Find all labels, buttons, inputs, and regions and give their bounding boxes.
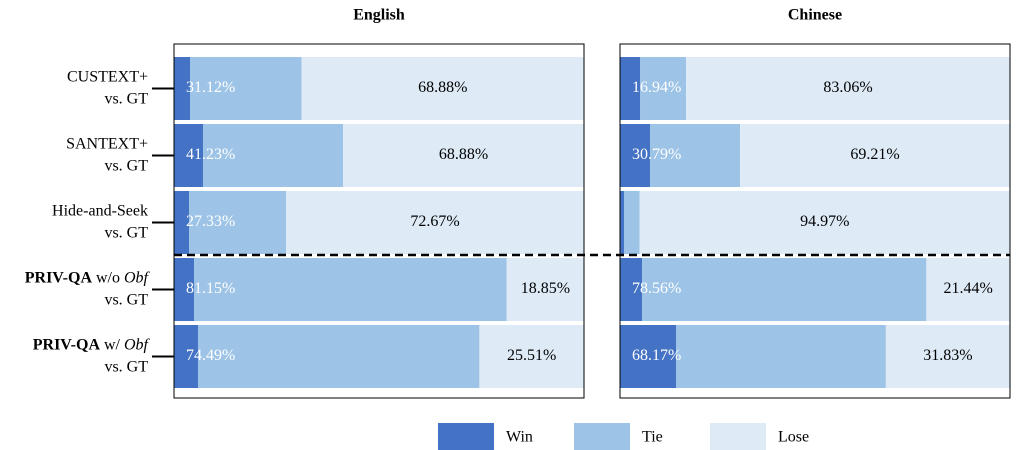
y-tick-label: CUSTEXT+ bbox=[67, 68, 148, 85]
outer-label: 69.21% bbox=[850, 146, 899, 163]
bar-segment bbox=[197, 325, 480, 388]
panel-frame bbox=[173, 43, 585, 399]
inner-label: 81.15% bbox=[186, 280, 235, 297]
label-run: w/ bbox=[100, 336, 124, 353]
y-tick-label: vs. GT bbox=[104, 224, 148, 241]
label-run: SANTEXT+ bbox=[66, 135, 148, 152]
bar-segment bbox=[620, 191, 625, 254]
y-tick-label: Hide-and-Seek bbox=[52, 202, 148, 219]
bar-segment bbox=[286, 191, 584, 254]
y-tick-label: vs. GT bbox=[104, 157, 148, 174]
label-run: PRIV-QA bbox=[33, 336, 101, 353]
bar-segment bbox=[343, 124, 584, 187]
bar-segment bbox=[202, 124, 344, 187]
bar-segment bbox=[174, 57, 190, 120]
panel-frame bbox=[619, 43, 1011, 399]
inner-label: 16.94% bbox=[632, 79, 681, 96]
y-tick-label: vs. GT bbox=[104, 358, 148, 375]
bar-segment bbox=[620, 325, 677, 388]
inner-label: 74.49% bbox=[186, 347, 235, 364]
inner-label: 31.12% bbox=[186, 79, 235, 96]
inner-label: 68.17% bbox=[632, 347, 681, 364]
bar-segment bbox=[639, 191, 1010, 254]
bar-segment bbox=[624, 191, 640, 254]
label-run: w/o bbox=[92, 269, 124, 286]
bar-segment bbox=[174, 325, 198, 388]
label-run: vs. GT bbox=[104, 291, 148, 308]
outer-label: 31.83% bbox=[923, 347, 972, 364]
label-run: Hide-and-Seek bbox=[52, 202, 148, 219]
bar-segment bbox=[740, 124, 1010, 187]
y-tick-label: PRIV-QA w/o Obf bbox=[25, 269, 151, 286]
outer-label: 21.44% bbox=[944, 280, 993, 297]
y-tick-label: vs. GT bbox=[104, 291, 148, 308]
bar-segment bbox=[885, 325, 1010, 388]
bar-segment bbox=[641, 258, 927, 321]
bar-segment bbox=[506, 258, 584, 321]
legend-label: Tie bbox=[642, 429, 663, 446]
bar-segment bbox=[479, 325, 584, 388]
bar-segment bbox=[174, 258, 195, 321]
y-tick-label: SANTEXT+ bbox=[66, 135, 148, 152]
label-run: vs. GT bbox=[104, 157, 148, 174]
outer-label: 18.85% bbox=[521, 280, 570, 297]
bar-segment bbox=[686, 57, 1010, 120]
outer-label: 83.06% bbox=[823, 79, 872, 96]
inner-label: 27.33% bbox=[186, 213, 235, 230]
y-tick-label: vs. GT bbox=[104, 90, 148, 107]
outer-label: 25.51% bbox=[507, 347, 556, 364]
bar-segment bbox=[649, 124, 741, 187]
panel-title: Chinese bbox=[788, 7, 842, 24]
panel-title: English bbox=[353, 7, 405, 24]
label-run: vs. GT bbox=[104, 90, 148, 107]
bar-segment bbox=[189, 191, 287, 254]
label-run: vs. GT bbox=[104, 358, 148, 375]
label-run: PRIV-QA bbox=[25, 269, 93, 286]
outer-label: 68.88% bbox=[418, 79, 467, 96]
label-run: Obf bbox=[124, 269, 151, 286]
bar-segment bbox=[189, 57, 302, 120]
bar-segment bbox=[174, 124, 203, 187]
label-run: Obf bbox=[124, 336, 151, 353]
inner-label: 41.23% bbox=[186, 146, 235, 163]
outer-label: 72.67% bbox=[410, 213, 459, 230]
legend-swatch bbox=[438, 423, 494, 450]
bar-segment bbox=[640, 57, 687, 120]
legend-swatch bbox=[710, 423, 766, 450]
bar-segment bbox=[620, 57, 641, 120]
inner-label: 78.56% bbox=[632, 280, 681, 297]
outer-label: 94.97% bbox=[800, 213, 849, 230]
bar-segment bbox=[194, 258, 507, 321]
bar-segment bbox=[926, 258, 1010, 321]
y-tick-label: PRIV-QA w/ Obf bbox=[33, 336, 151, 353]
label-run: vs. GT bbox=[104, 224, 148, 241]
bar-segment bbox=[620, 124, 650, 187]
legend-swatch bbox=[574, 423, 630, 450]
inner-label: 30.79% bbox=[632, 146, 681, 163]
outer-label: 68.88% bbox=[439, 146, 488, 163]
bar-segment bbox=[676, 325, 886, 388]
label-run: CUSTEXT+ bbox=[67, 68, 148, 85]
legend-label: Win bbox=[506, 429, 533, 446]
bar-segment bbox=[174, 191, 190, 254]
bar-segment bbox=[301, 57, 584, 120]
legend-label: Lose bbox=[778, 429, 809, 446]
bar-segment bbox=[620, 258, 642, 321]
